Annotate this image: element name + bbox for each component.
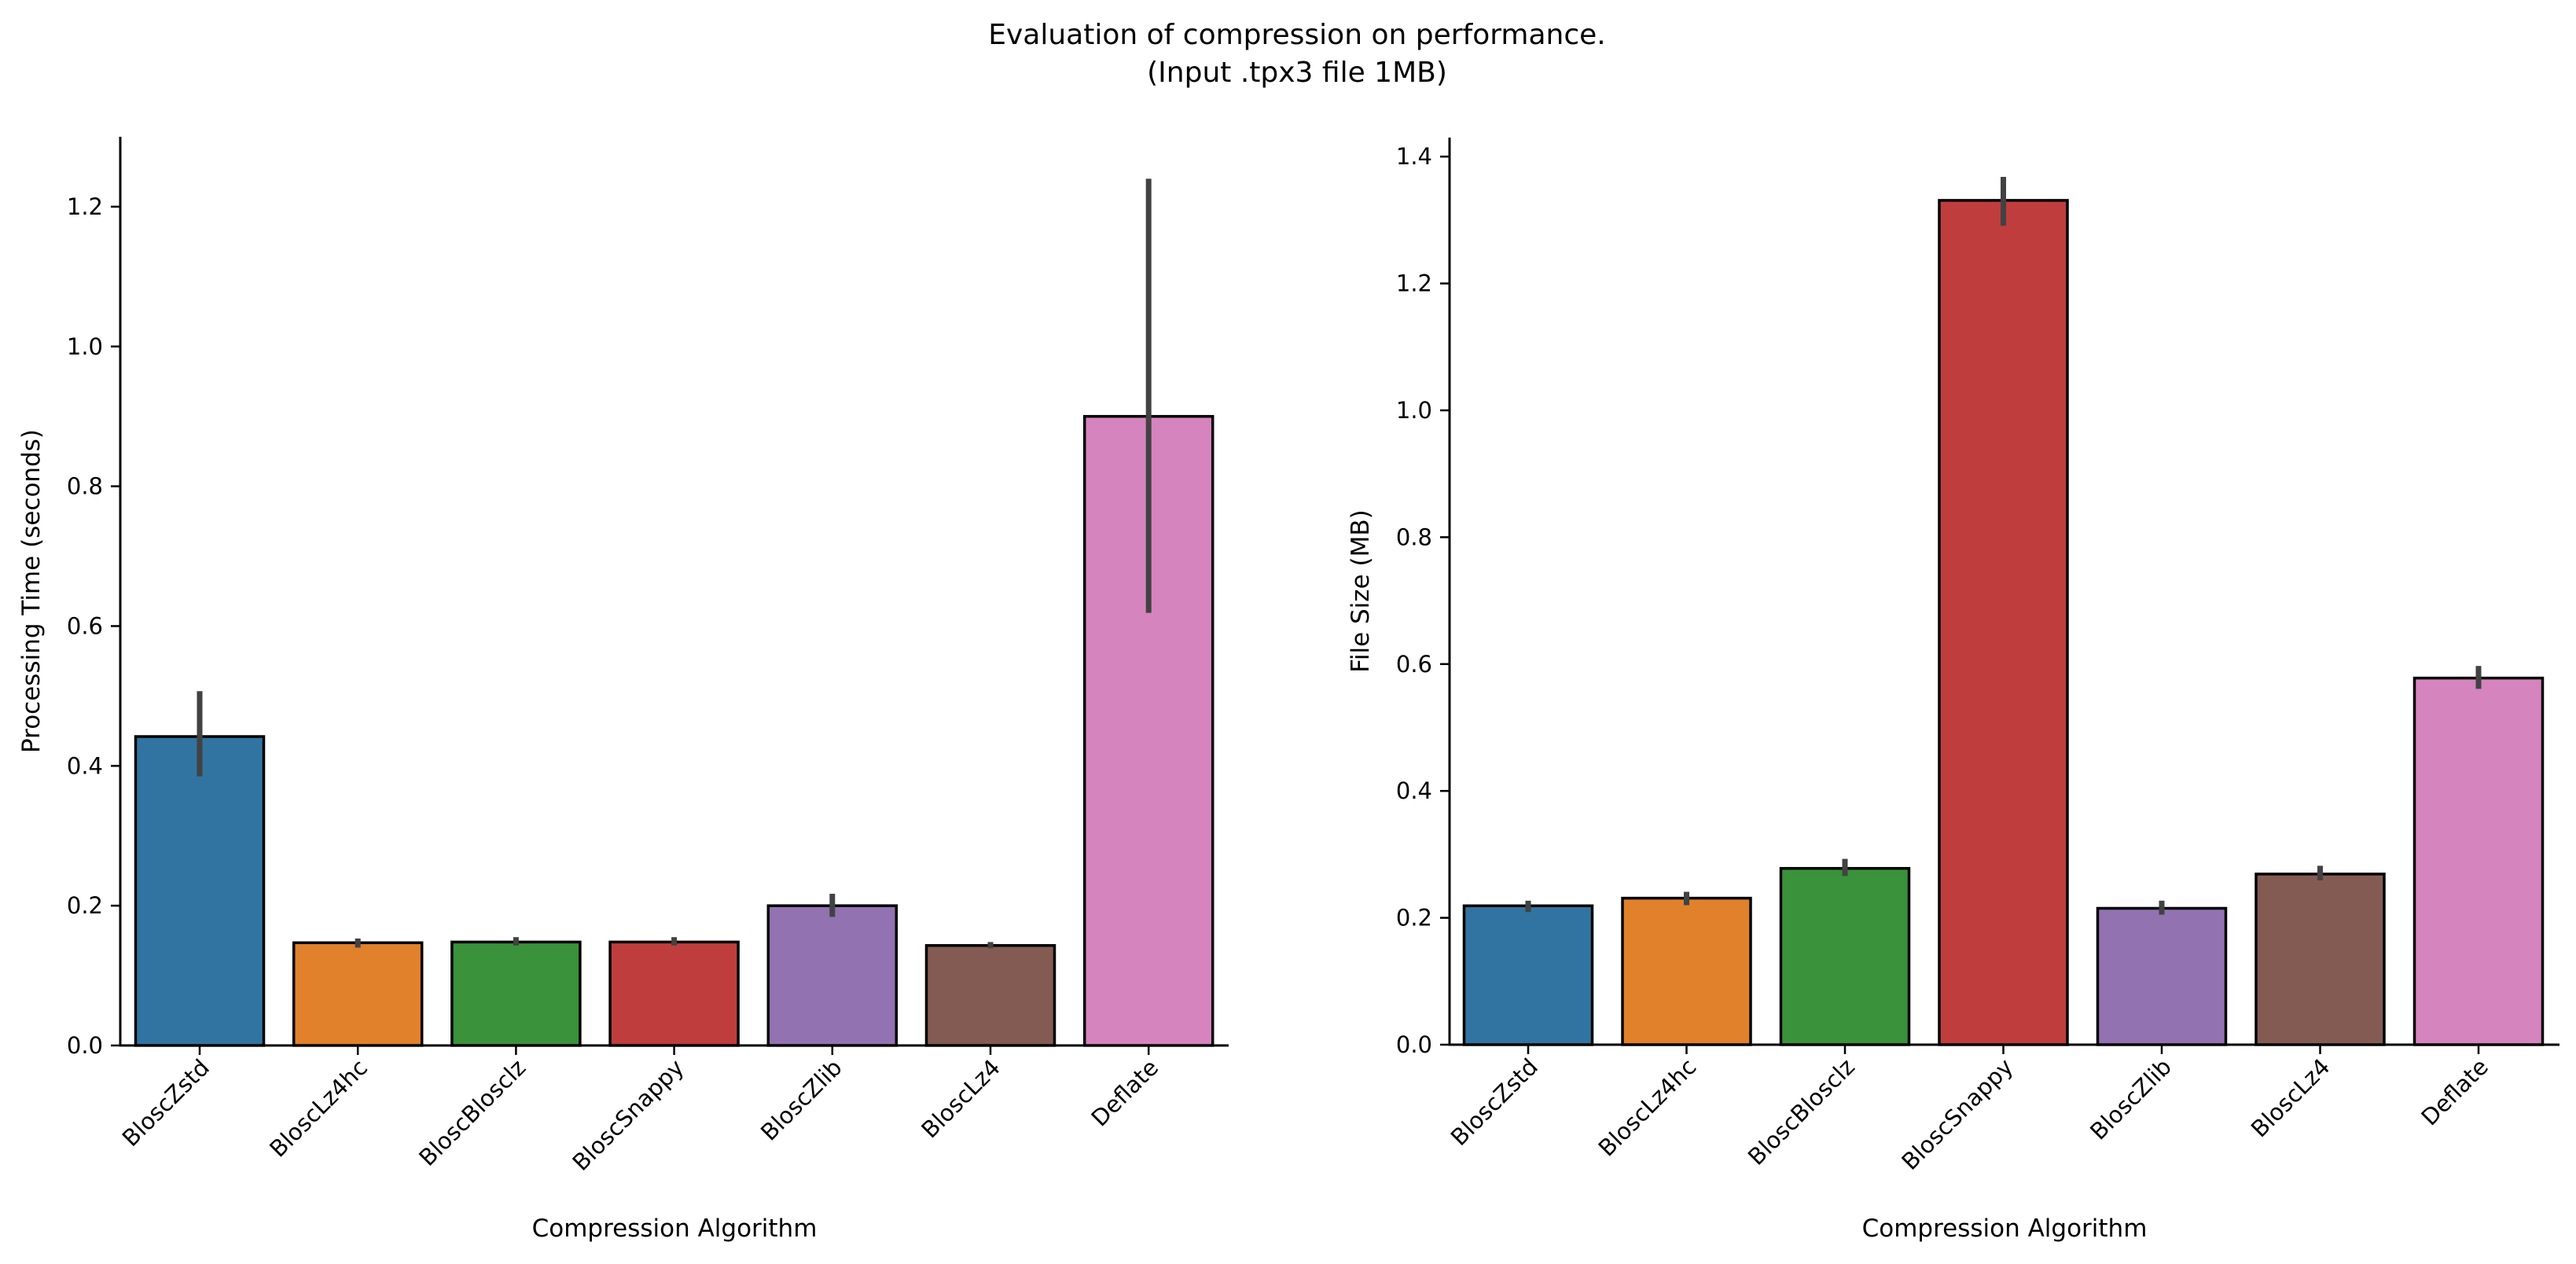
figure-title-line-2: (Input .tpx3 file 1MB) — [1147, 57, 1447, 89]
file-size-bar-blosclz4hc — [1621, 896, 1752, 1046]
file-size-y-tick-label: 0.0 — [1396, 1031, 1432, 1058]
processing-time-y-tick-label: 0.0 — [67, 1032, 103, 1059]
file-size-y-tick-label: 0.6 — [1396, 651, 1432, 678]
file-size-bar-blosczstd — [1462, 904, 1594, 1046]
processing-time-y-tick-label: 0.4 — [67, 752, 103, 779]
file-size-y-tick-label: 0.4 — [1396, 777, 1432, 804]
processing-time-bar-blosczstd — [134, 735, 266, 1047]
processing-time-y-tick-label: 0.2 — [67, 892, 103, 919]
file-size-y-tick-label: 0.2 — [1396, 905, 1432, 931]
file-size-bar-blosclz4 — [2254, 873, 2386, 1046]
file-size-bar-bloscblosclz — [1779, 866, 1911, 1046]
file-size-bar-deflate — [2412, 676, 2545, 1046]
processing-time-bar-bloscblosclz — [450, 940, 582, 1047]
processing-time-y-tick-label: 0.6 — [67, 612, 103, 639]
file-size-y-tick-label: 1.0 — [1396, 397, 1432, 424]
processing-time-bar-blosczlib — [766, 904, 898, 1047]
y-axis-label-file-size: File Size (MB) — [1347, 509, 1375, 672]
processing-time-bar-bloscsnappy — [608, 940, 740, 1047]
processing-time-bar-blosclz4hc — [292, 941, 424, 1047]
file-size-bar-bloscsnappy — [1938, 199, 2069, 1046]
processing-time-y-tick-label: 1.0 — [67, 333, 103, 360]
y-axis-label-processing-time: Processing Time (seconds) — [17, 429, 46, 753]
file-size-y-tick-label: 1.2 — [1396, 270, 1432, 297]
file-size-y-tick-label: 1.4 — [1396, 143, 1432, 170]
processing-time-y-tick-label: 0.8 — [67, 473, 103, 500]
x-axis-label-processing-time: Compression Algorithm — [532, 1214, 818, 1243]
processing-time-y-tick-label: 1.2 — [67, 193, 103, 220]
x-axis-label-file-size: Compression Algorithm — [1862, 1214, 2148, 1243]
file-size-bar-blosczlib — [2096, 906, 2228, 1046]
figure-title-line-1: Evaluation of compression on performance… — [988, 19, 1606, 51]
file-size-y-tick-label: 0.8 — [1396, 524, 1432, 550]
processing-time-bar-blosclz4 — [924, 944, 1056, 1047]
